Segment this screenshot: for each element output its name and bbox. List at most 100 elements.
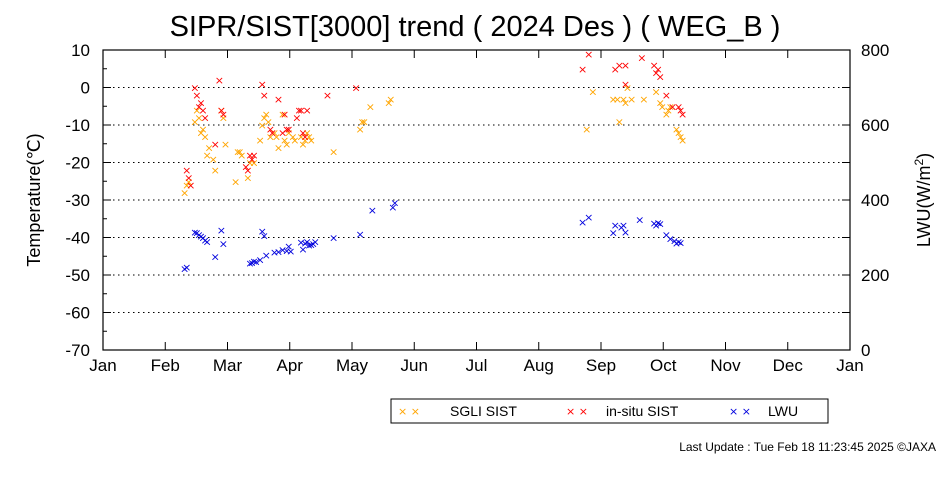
data-point-sgli-sist: × — [266, 130, 275, 143]
data-point-sgli-sist: × — [305, 130, 314, 143]
data-point-in-situ-sist: × — [292, 112, 301, 125]
data-point-lwu: × — [282, 245, 291, 258]
y2-tick-label: 600 — [861, 116, 889, 135]
y-tick-label: -60 — [65, 304, 90, 323]
data-point-in-situ-sist: × — [676, 104, 685, 117]
data-point-in-situ-sist: × — [662, 89, 671, 102]
data-points: ××××××××××××××××××××××××××××××××××××××××… — [180, 48, 687, 276]
data-point-sgli-sist: × — [184, 175, 193, 188]
data-point-in-situ-sist: × — [198, 104, 207, 117]
data-point-lwu: × — [262, 249, 271, 262]
data-point-lwu: × — [672, 237, 681, 250]
data-point-lwu: × — [649, 217, 658, 230]
data-point-lwu: × — [300, 237, 309, 250]
y-tick-label: -70 — [65, 341, 90, 360]
data-point-sgli-sist: × — [674, 127, 683, 140]
data-point-in-situ-sist: × — [194, 100, 203, 113]
data-point-sgli-sist: × — [192, 104, 201, 117]
data-point-sgli-sist: × — [296, 130, 305, 143]
plot-frame — [102, 49, 851, 351]
legend-label-lwu: LWU — [768, 403, 798, 419]
data-point-in-situ-sist: × — [243, 164, 252, 177]
y-axis-label: Temperature(℃) — [24, 133, 44, 266]
data-point-lwu: × — [584, 211, 593, 224]
data-point-sgli-sist: × — [272, 130, 281, 143]
data-point-lwu: × — [302, 235, 311, 248]
data-point-lwu: × — [611, 219, 620, 232]
data-point-sgli-sist: × — [288, 130, 297, 143]
data-point-sgli-sist: × — [300, 134, 309, 147]
data-point-sgli-sist: × — [609, 93, 618, 106]
data-point-sgli-sist: × — [302, 127, 311, 140]
data-point-in-situ-sist: × — [654, 63, 663, 76]
data-point-lwu: × — [662, 229, 671, 242]
x-tick-label: Mar — [213, 356, 243, 375]
data-point-in-situ-sist: × — [211, 138, 220, 151]
data-point-sgli-sist: × — [180, 187, 189, 200]
data-point-in-situ-sist: × — [284, 123, 293, 136]
data-point-sgli-sist: × — [221, 138, 230, 151]
data-point-lwu: × — [656, 218, 665, 231]
data-point-lwu: × — [198, 232, 207, 245]
data-point-lwu: × — [200, 234, 209, 247]
data-point-in-situ-sist: × — [245, 149, 254, 162]
data-point-lwu: × — [635, 214, 644, 227]
data-point-lwu: × — [217, 224, 226, 237]
data-point-in-situ-sist: × — [249, 149, 258, 162]
y2-tick-label: 400 — [861, 191, 889, 210]
data-point-sgli-sist: × — [190, 115, 199, 128]
data-point-sgli-sist: × — [298, 138, 307, 151]
data-point-lwu: × — [211, 250, 220, 263]
data-point-in-situ-sist: × — [247, 153, 256, 166]
legend-marker-lwu: × × — [729, 405, 751, 418]
x-tick-label: Sep — [586, 356, 616, 375]
data-point-sgli-sist: × — [209, 153, 218, 166]
data-point-sgli-sist: × — [307, 134, 316, 147]
data-point-in-situ-sist: × — [615, 59, 624, 72]
y-tick-label: -40 — [65, 229, 90, 248]
data-point-lwu: × — [182, 261, 191, 274]
data-point-sgli-sist: × — [260, 112, 269, 125]
data-point-sgli-sist: × — [182, 179, 191, 192]
data-point-sgli-sist: × — [582, 123, 591, 136]
data-point-lwu: × — [202, 235, 211, 248]
data-point-lwu: × — [260, 230, 269, 243]
data-point-in-situ-sist: × — [184, 172, 193, 185]
data-point-sgli-sist: × — [658, 100, 667, 113]
data-point-in-situ-sist: × — [578, 63, 587, 76]
data-point-lwu: × — [278, 244, 287, 257]
data-point-sgli-sist: × — [262, 108, 271, 121]
data-point-in-situ-sist: × — [266, 123, 275, 136]
last-update: Last Update : Tue Feb 18 11:23:45 2025 ©… — [679, 440, 936, 454]
data-point-lwu: × — [274, 245, 283, 258]
data-point-sgli-sist: × — [264, 115, 273, 128]
data-point-lwu: × — [651, 219, 660, 232]
data-point-in-situ-sist: × — [260, 89, 269, 102]
data-point-in-situ-sist: × — [611, 63, 620, 76]
legend-box — [390, 398, 829, 424]
data-point-lwu: × — [388, 201, 397, 214]
data-point-lwu: × — [674, 235, 683, 248]
data-point-lwu: × — [249, 255, 258, 268]
y-tick-label: -50 — [65, 266, 90, 285]
data-point-in-situ-sist: × — [278, 127, 287, 140]
data-point-lwu: × — [666, 233, 675, 246]
legend-marker-sgli: × × — [398, 405, 420, 418]
data-point-in-situ-sist: × — [215, 74, 224, 87]
data-point-sgli-sist: × — [282, 138, 291, 151]
data-point-sgli-sist: × — [290, 134, 299, 147]
y2-axis-label: LWU(W/m2) — [912, 153, 934, 247]
data-point-in-situ-sist: × — [656, 70, 665, 83]
data-point-sgli-sist: × — [329, 145, 338, 158]
data-point-in-situ-sist: × — [651, 67, 660, 80]
data-point-lwu: × — [256, 253, 265, 266]
data-point-sgli-sist: × — [384, 97, 393, 110]
data-point-sgli-sist: × — [249, 157, 258, 170]
data-point-sgli-sist: × — [678, 134, 687, 147]
data-point-in-situ-sist: × — [668, 100, 677, 113]
data-point-sgli-sist: × — [200, 130, 209, 143]
data-point-lwu: × — [390, 197, 399, 210]
data-point-sgli-sist: × — [278, 108, 287, 121]
data-point-in-situ-sist: × — [649, 59, 658, 72]
